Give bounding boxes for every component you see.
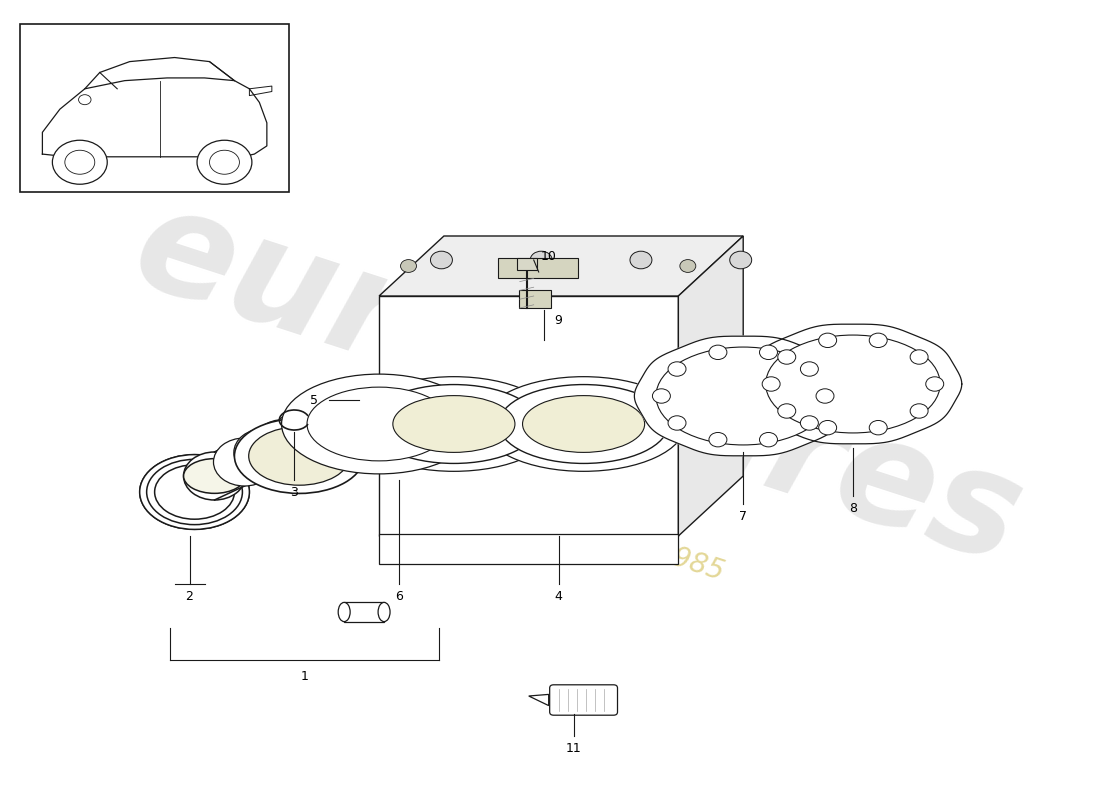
Circle shape (818, 421, 837, 435)
Polygon shape (379, 296, 679, 536)
Circle shape (729, 251, 751, 269)
Ellipse shape (393, 396, 515, 452)
Ellipse shape (184, 458, 245, 494)
Circle shape (910, 404, 928, 418)
Ellipse shape (370, 385, 539, 463)
Text: 9: 9 (554, 314, 562, 326)
Ellipse shape (498, 385, 669, 463)
Text: 4: 4 (554, 590, 562, 602)
Polygon shape (679, 236, 744, 536)
Circle shape (78, 94, 91, 105)
Circle shape (801, 416, 818, 430)
Circle shape (801, 362, 818, 376)
Ellipse shape (378, 602, 390, 622)
Bar (498, 258, 579, 278)
Circle shape (910, 350, 928, 364)
Ellipse shape (273, 410, 336, 458)
Ellipse shape (234, 418, 364, 494)
Circle shape (430, 251, 452, 269)
Ellipse shape (788, 347, 917, 421)
Polygon shape (529, 694, 549, 706)
Polygon shape (744, 324, 961, 444)
Circle shape (53, 140, 107, 184)
Ellipse shape (338, 602, 350, 622)
Text: 11: 11 (565, 742, 582, 754)
Circle shape (680, 259, 696, 272)
Circle shape (668, 362, 686, 376)
Polygon shape (299, 334, 478, 494)
Circle shape (652, 389, 670, 403)
Circle shape (778, 404, 795, 418)
Ellipse shape (679, 359, 808, 432)
Text: 8: 8 (849, 502, 857, 514)
Circle shape (762, 377, 780, 391)
Circle shape (530, 251, 552, 269)
Circle shape (869, 421, 888, 435)
Text: a company since 1985: a company since 1985 (420, 462, 727, 586)
Ellipse shape (234, 429, 296, 477)
Ellipse shape (146, 459, 242, 525)
Circle shape (869, 333, 888, 347)
Text: 2: 2 (186, 590, 194, 602)
Ellipse shape (352, 377, 556, 471)
Polygon shape (214, 396, 334, 500)
Ellipse shape (253, 419, 315, 467)
Circle shape (65, 150, 95, 174)
Circle shape (818, 333, 837, 347)
Ellipse shape (184, 452, 245, 500)
Ellipse shape (522, 396, 645, 452)
Text: 6: 6 (395, 590, 403, 602)
Ellipse shape (414, 334, 543, 410)
Circle shape (778, 350, 795, 364)
Ellipse shape (155, 465, 234, 519)
Circle shape (926, 377, 944, 391)
Text: 10: 10 (541, 250, 557, 262)
Text: 7: 7 (739, 510, 747, 522)
Ellipse shape (307, 387, 451, 461)
Circle shape (668, 416, 686, 430)
Text: 3: 3 (290, 486, 298, 498)
Text: 1: 1 (300, 670, 308, 682)
Ellipse shape (282, 374, 476, 474)
Polygon shape (379, 236, 744, 296)
Ellipse shape (213, 438, 275, 486)
Bar (379, 534, 679, 564)
Ellipse shape (766, 335, 940, 433)
Circle shape (209, 150, 240, 174)
Text: 5: 5 (310, 394, 318, 406)
Circle shape (630, 251, 652, 269)
Bar (20, 24, 289, 192)
Ellipse shape (327, 410, 362, 430)
Ellipse shape (482, 377, 685, 471)
Polygon shape (635, 336, 852, 456)
Ellipse shape (146, 459, 242, 525)
Ellipse shape (249, 426, 350, 486)
Ellipse shape (428, 342, 529, 402)
Circle shape (400, 259, 417, 272)
Text: eurospares: eurospares (118, 174, 1040, 594)
Ellipse shape (155, 465, 234, 519)
Polygon shape (344, 602, 384, 622)
Circle shape (816, 389, 834, 403)
Circle shape (708, 433, 727, 447)
Ellipse shape (140, 454, 250, 530)
Bar (517, 258, 537, 270)
Circle shape (759, 433, 778, 447)
Circle shape (759, 345, 778, 359)
Ellipse shape (656, 347, 830, 445)
FancyBboxPatch shape (550, 685, 617, 715)
FancyBboxPatch shape (519, 290, 551, 308)
Ellipse shape (140, 454, 250, 530)
Circle shape (197, 140, 252, 184)
Circle shape (708, 345, 727, 359)
Ellipse shape (304, 396, 365, 444)
